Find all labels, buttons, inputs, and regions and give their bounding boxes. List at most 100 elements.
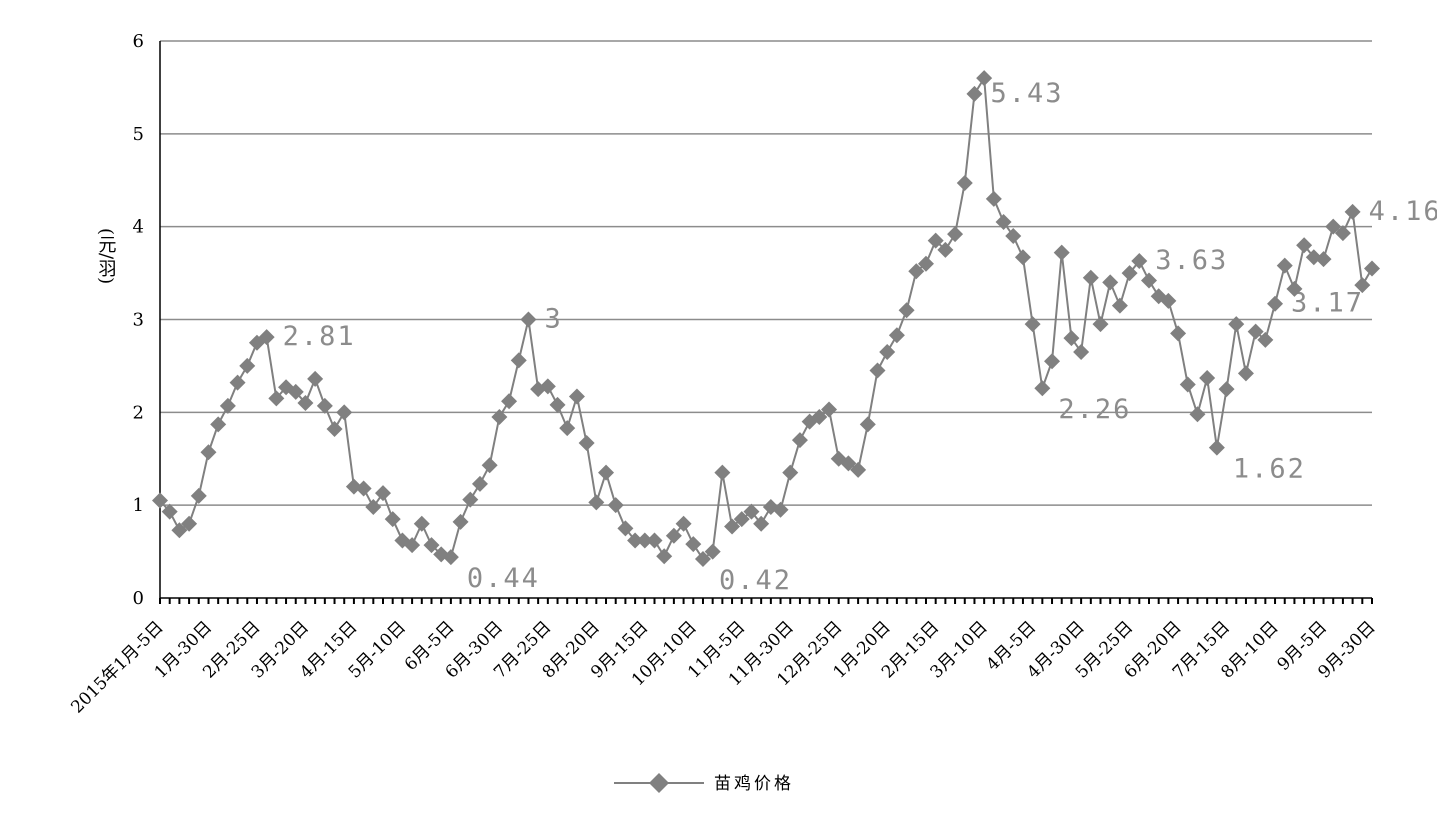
data-point <box>617 520 634 537</box>
data-point <box>724 518 741 535</box>
data-point <box>1344 203 1361 220</box>
data-point <box>1092 316 1109 333</box>
data-point <box>181 515 198 532</box>
y-tick-label: 1 <box>133 495 144 516</box>
data-point <box>1296 237 1313 254</box>
data-point <box>239 357 256 374</box>
data-point <box>753 515 770 532</box>
data-point <box>404 537 421 554</box>
data-label: 3.17 <box>1291 288 1364 319</box>
data-point <box>1034 380 1051 397</box>
data-point <box>258 329 275 346</box>
data-point <box>501 393 518 410</box>
data-point <box>481 457 498 474</box>
data-point <box>161 503 178 520</box>
data-point <box>1228 316 1245 333</box>
data-point <box>190 487 207 504</box>
data-point <box>1073 343 1090 360</box>
data-point <box>200 444 217 461</box>
data-point <box>452 513 469 530</box>
data-point <box>714 464 731 481</box>
data-point <box>413 515 430 532</box>
data-point <box>1267 295 1284 312</box>
data-point <box>1257 331 1274 348</box>
data-point <box>1276 257 1293 274</box>
data-point <box>1237 365 1254 382</box>
data-point <box>598 464 615 481</box>
y-tick-label: 4 <box>133 217 144 238</box>
legend-label: 苗鸡价格 <box>714 774 794 794</box>
data-point <box>491 408 508 425</box>
data-point <box>1121 265 1138 282</box>
y-tick-label: 3 <box>133 310 144 331</box>
data-point <box>578 434 595 451</box>
y-tick-label: 6 <box>133 31 144 52</box>
data-point <box>384 511 401 528</box>
data-point <box>375 485 392 502</box>
data-point <box>743 503 760 520</box>
data-point <box>171 522 188 539</box>
data-point <box>656 548 673 565</box>
data-point <box>1024 316 1041 333</box>
data-point <box>520 311 537 328</box>
data-label: 1.62 <box>1233 454 1306 485</box>
data-point <box>1170 325 1187 342</box>
data-point <box>607 497 624 514</box>
data-point <box>1199 369 1216 386</box>
data-point <box>937 241 954 258</box>
data-point <box>442 549 459 566</box>
data-point <box>1315 251 1332 268</box>
data-point <box>1247 323 1264 340</box>
data-point <box>1179 376 1196 393</box>
data-point <box>1160 292 1177 309</box>
data-point <box>966 85 983 102</box>
data-point <box>336 404 353 421</box>
y-axis-label: (元/羽) <box>96 228 117 284</box>
data-point <box>675 515 692 532</box>
series-line <box>159 74 1373 561</box>
data-point <box>908 263 925 280</box>
data-point <box>636 532 653 549</box>
data-point <box>1044 353 1061 370</box>
data-point <box>1063 330 1080 347</box>
y-tick-label: 5 <box>133 124 144 145</box>
data-point <box>1218 381 1235 398</box>
data-point <box>859 416 876 433</box>
data-point <box>219 397 236 414</box>
data-point <box>229 374 246 391</box>
data-point <box>152 492 168 509</box>
data-point <box>1354 277 1371 294</box>
data-point <box>927 232 944 249</box>
data-point <box>1325 218 1342 235</box>
data-point <box>1286 280 1303 297</box>
data-point <box>326 421 343 438</box>
data-label: 3 <box>544 304 562 335</box>
y-tick-label: 2 <box>133 402 144 423</box>
data-point <box>869 362 886 379</box>
data-point <box>462 491 479 508</box>
data-point <box>985 190 1002 207</box>
data-point <box>888 327 905 344</box>
data-label: 5.43 <box>990 78 1063 109</box>
data-point <box>297 395 314 412</box>
data-label: 3.63 <box>1155 245 1228 276</box>
data-point <box>316 397 333 414</box>
data-label: 0.44 <box>467 563 540 594</box>
data-point <box>840 455 857 472</box>
data-point <box>365 499 382 516</box>
data-point <box>627 532 644 549</box>
data-point <box>355 480 372 497</box>
data-point <box>811 408 828 425</box>
data-point <box>646 532 663 549</box>
data-label: 4.16 <box>1369 196 1437 227</box>
data-point <box>694 551 711 568</box>
data-point <box>665 527 682 544</box>
data-label: 0.42 <box>719 565 792 596</box>
data-point <box>588 494 605 511</box>
y-tick-label: 0 <box>133 588 144 609</box>
data-point <box>685 536 702 553</box>
data-point <box>1082 269 1099 286</box>
legend-marker <box>649 773 669 793</box>
data-point <box>549 396 566 413</box>
